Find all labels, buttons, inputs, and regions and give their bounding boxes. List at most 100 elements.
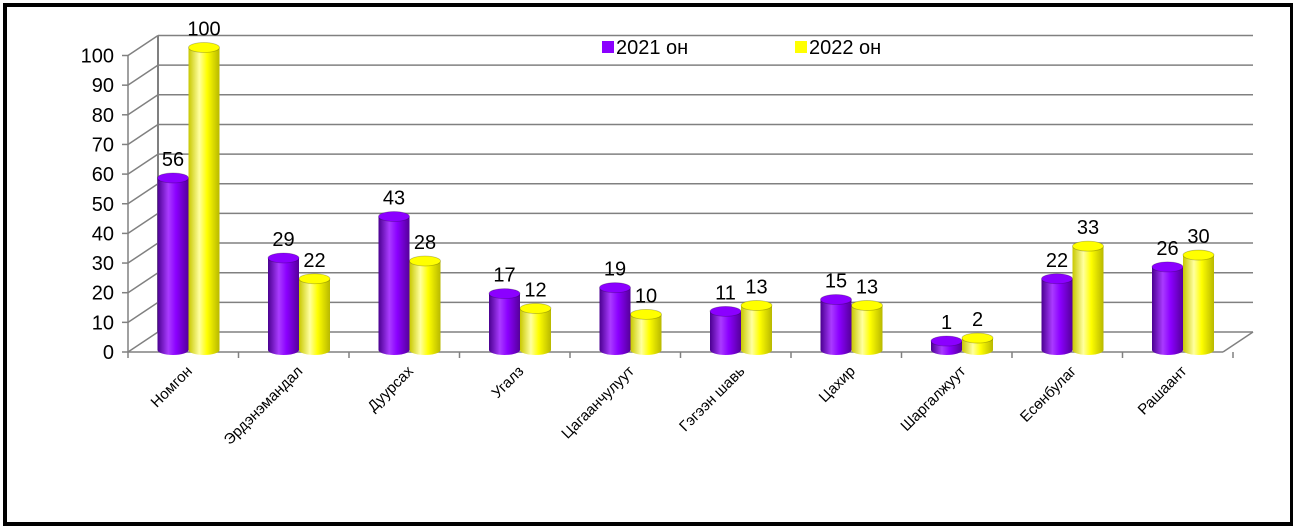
data-label: 11 — [715, 282, 736, 304]
bar-body — [188, 47, 220, 355]
bar-body — [710, 311, 741, 355]
bar-2022 — [519, 303, 552, 355]
bar-2022 — [851, 300, 883, 355]
data-label: 29 — [272, 229, 294, 251]
legend-item-2022: 2022 он — [795, 37, 881, 59]
bar-body — [520, 308, 551, 355]
bar-2022 — [740, 300, 773, 355]
bar-body — [599, 287, 631, 355]
legend-label: 2022 он — [809, 37, 881, 59]
gridline-diagonal — [127, 272, 159, 294]
bar-2021 — [599, 282, 631, 355]
bar-2021 — [488, 288, 521, 355]
gridline-diagonal — [127, 153, 159, 175]
bar-top — [740, 300, 773, 311]
bar-body — [1183, 255, 1214, 355]
bar-2022 — [630, 308, 662, 355]
legend-item-2021: 2021 он — [602, 37, 688, 59]
chart-frame: 0 10 20 30 40 50 60 70 80 90 100 56 100 29 22 43 28 17 12… — [3, 3, 1293, 526]
y-tick-label: 60 — [92, 164, 114, 186]
bar-top — [1151, 261, 1184, 273]
y-tick-label: 70 — [92, 134, 114, 156]
gridline-diagonal — [127, 301, 159, 323]
bar-body — [1041, 278, 1073, 355]
y-tick-label: 30 — [92, 253, 114, 275]
data-label: 19 — [604, 259, 626, 281]
bar-2021 — [1041, 273, 1073, 355]
bar-2022 — [409, 255, 441, 355]
bar-body — [740, 305, 772, 355]
gridlines — [122, 34, 1254, 358]
legend: 2021 он 2022 он — [602, 37, 881, 59]
gridline-diagonal — [127, 94, 159, 116]
legend-swatch — [602, 41, 614, 53]
category-label: Есөнбулаг — [1017, 362, 1080, 425]
gridline-diagonal — [127, 331, 159, 353]
bar-top — [599, 282, 631, 294]
data-label: 17 — [493, 265, 515, 287]
data-label: 33 — [1077, 217, 1099, 239]
bar-top — [1182, 249, 1215, 261]
data-label: 13 — [856, 276, 878, 298]
data-label: 13 — [745, 276, 767, 298]
bar-top — [267, 252, 300, 264]
bar-top — [488, 288, 521, 299]
bar-top — [188, 42, 220, 53]
bar-2021 — [378, 211, 410, 355]
bar-2022 — [1182, 249, 1215, 355]
y-tick-label: 10 — [92, 312, 114, 334]
bar-top — [630, 308, 662, 320]
category-label: Цахир — [816, 363, 859, 406]
category-label: Рашаант — [1135, 363, 1191, 419]
gridline-diagonal — [127, 123, 159, 146]
data-label: 30 — [1187, 226, 1209, 248]
category-label: Номгон — [148, 363, 196, 411]
x-axis-categories: Номгон Эрдэнэмандал Дуурсах Угалз Цагаанчулу… — [148, 362, 1191, 448]
data-label: 43 — [383, 188, 405, 210]
bar-top — [1072, 240, 1104, 252]
bar-top — [409, 255, 441, 267]
bar-body — [157, 177, 189, 355]
data-label: 56 — [162, 149, 184, 171]
gridline-diagonal — [127, 183, 159, 205]
y-axis-ticks: 0 10 20 30 40 50 60 70 80 90 100 — [81, 46, 114, 365]
bar-body — [851, 305, 883, 355]
bar-2022 — [1072, 240, 1104, 355]
y-tick-label: 50 — [92, 194, 114, 216]
bar-top — [709, 305, 742, 317]
bar-top — [930, 335, 963, 347]
bar-body — [489, 293, 520, 355]
bar-top — [820, 294, 852, 305]
category-label: Угалз — [488, 363, 527, 402]
gridline-diagonal — [127, 64, 159, 86]
bar-2022 — [188, 42, 220, 355]
gridline-diagonal — [127, 242, 159, 264]
bar-top — [1041, 273, 1073, 285]
bar-top — [851, 300, 883, 311]
data-label: 15 — [825, 271, 847, 293]
category-label: Гэгээн шавь — [676, 363, 748, 435]
y-tick-label: 100 — [81, 46, 114, 68]
legend-swatch — [795, 41, 807, 53]
data-label: 100 — [187, 19, 220, 41]
bar-body — [820, 299, 852, 355]
bar-body — [299, 278, 330, 355]
data-label: 2 — [972, 309, 983, 331]
category-label: Дуурсах — [364, 362, 417, 415]
bar-top — [378, 211, 410, 222]
bar-2021 — [157, 172, 189, 355]
y-tick-label: 20 — [92, 283, 114, 305]
category-label: Цагаанчулуут — [558, 363, 638, 443]
legend-label: 2021 он — [616, 37, 688, 59]
bar-body — [630, 314, 662, 355]
y-tick-label: 80 — [92, 105, 114, 127]
category-label: Эрдэнэмандал — [221, 363, 307, 449]
bar-body — [268, 258, 299, 355]
bar-2022 — [298, 273, 331, 355]
bar-body — [1152, 266, 1183, 355]
bar-2021 — [1151, 261, 1184, 355]
bar-body — [1072, 246, 1104, 355]
data-label: 28 — [414, 232, 436, 254]
